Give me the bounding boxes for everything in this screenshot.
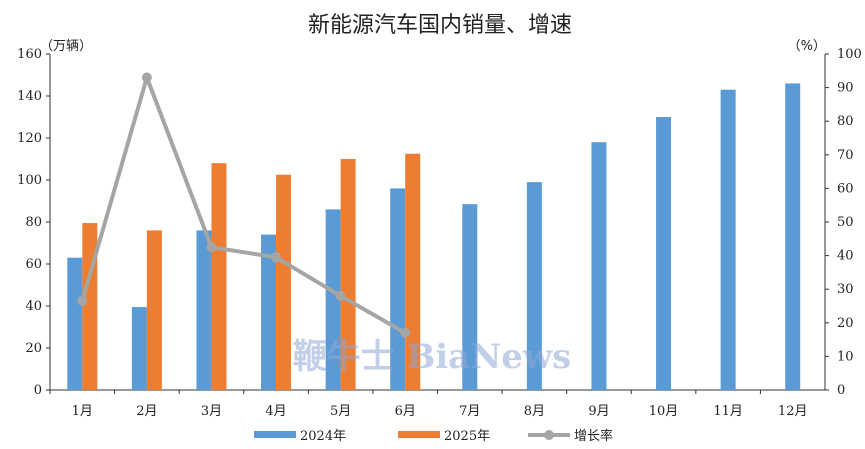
legend-label-2025: 2025年 xyxy=(444,429,490,444)
x-tick-label: 10月 xyxy=(649,404,679,419)
bar-2024 xyxy=(656,117,672,390)
growth-point xyxy=(271,252,282,263)
x-tick-label: 3月 xyxy=(201,404,222,419)
x-axis-ticks: 1月 2月 3月 4月 5月 6月 7月 8月 9月 10月 11月 12月 xyxy=(49,390,808,419)
x-tick-label: 7月 xyxy=(459,404,480,419)
right-tick-label: 0 xyxy=(837,383,845,398)
right-axis-unit: （%） xyxy=(788,39,826,54)
right-tick-label: 40 xyxy=(837,249,854,264)
left-tick-label: 0 xyxy=(34,383,42,398)
left-tick-label: 100 xyxy=(17,173,42,188)
x-tick-label: 9月 xyxy=(588,404,609,419)
bar-2025 xyxy=(82,223,98,390)
growth-point xyxy=(206,242,217,253)
legend-label-2024: 2024年 xyxy=(300,429,346,444)
bar-2025 xyxy=(146,230,162,390)
axes: 0 20 40 60 80 100 120 140 160 0 10 20 30 40 50 60 70 80 90… xyxy=(17,47,862,398)
bar-2025 xyxy=(340,159,356,390)
right-tick-label: 60 xyxy=(837,181,854,196)
bar-2024 xyxy=(390,188,406,390)
bar-2024 xyxy=(591,142,607,390)
chart-title: 新能源汽车国内销量、增速 xyxy=(308,13,572,38)
right-tick-label: 90 xyxy=(837,81,854,96)
bar-2024 xyxy=(462,204,478,390)
left-tick-label: 80 xyxy=(25,215,42,230)
x-tick-label: 12月 xyxy=(778,404,808,419)
right-tick-label: 20 xyxy=(837,316,854,331)
bar-2024 xyxy=(325,209,341,390)
x-tick-label: 1月 xyxy=(72,404,93,419)
bar-2024 xyxy=(196,230,212,390)
growth-line-path xyxy=(80,75,407,335)
legend-marker-growth xyxy=(544,430,554,440)
left-tick-label: 140 xyxy=(17,89,42,104)
left-tick-label: 20 xyxy=(25,341,42,356)
x-tick-label: 2月 xyxy=(136,404,157,419)
left-axis-unit: （万辆） xyxy=(40,39,92,54)
legend-swatch-2024 xyxy=(254,431,296,438)
left-tick-label: 160 xyxy=(17,47,42,62)
bar-2024 xyxy=(67,257,83,390)
legend: 2024年 2025年 增长率 xyxy=(254,428,613,444)
left-tick-label: 120 xyxy=(17,131,42,146)
right-tick-label: 100 xyxy=(837,47,862,62)
growth-point xyxy=(77,295,88,306)
right-tick-label: 30 xyxy=(837,282,854,297)
watermark: 鞭牛士 BiaNews xyxy=(293,337,572,377)
x-tick-label: 4月 xyxy=(265,404,286,419)
bar-2024 xyxy=(785,83,801,391)
growth-point xyxy=(141,72,152,83)
left-tick-label: 60 xyxy=(25,257,42,272)
growth-line xyxy=(77,72,411,338)
bar-2024 xyxy=(261,234,277,390)
x-tick-label: 11月 xyxy=(713,404,743,419)
legend-item-2024: 2024年 xyxy=(254,429,346,444)
growth-point xyxy=(400,327,411,338)
left-tick-label: 40 xyxy=(25,299,42,314)
x-tick-label: 8月 xyxy=(524,404,545,419)
right-tick-label: 80 xyxy=(837,114,854,129)
legend-item-2025: 2025年 xyxy=(398,429,490,444)
legend-item-growth: 增长率 xyxy=(528,428,613,444)
bar-2024 xyxy=(720,89,736,390)
right-tick-label: 50 xyxy=(837,215,854,230)
right-tick-label: 70 xyxy=(837,148,854,163)
legend-swatch-2025 xyxy=(398,431,440,438)
growth-point xyxy=(335,290,346,301)
bar-2025 xyxy=(211,163,227,390)
x-tick-label: 6月 xyxy=(395,404,416,419)
bar-2024 xyxy=(526,182,542,390)
bar-2024 xyxy=(131,307,147,390)
right-tick-label: 10 xyxy=(837,349,854,364)
legend-label-growth: 增长率 xyxy=(574,428,613,444)
x-tick-label: 5月 xyxy=(330,404,351,419)
bar-2025 xyxy=(276,174,292,390)
bars xyxy=(67,83,801,391)
